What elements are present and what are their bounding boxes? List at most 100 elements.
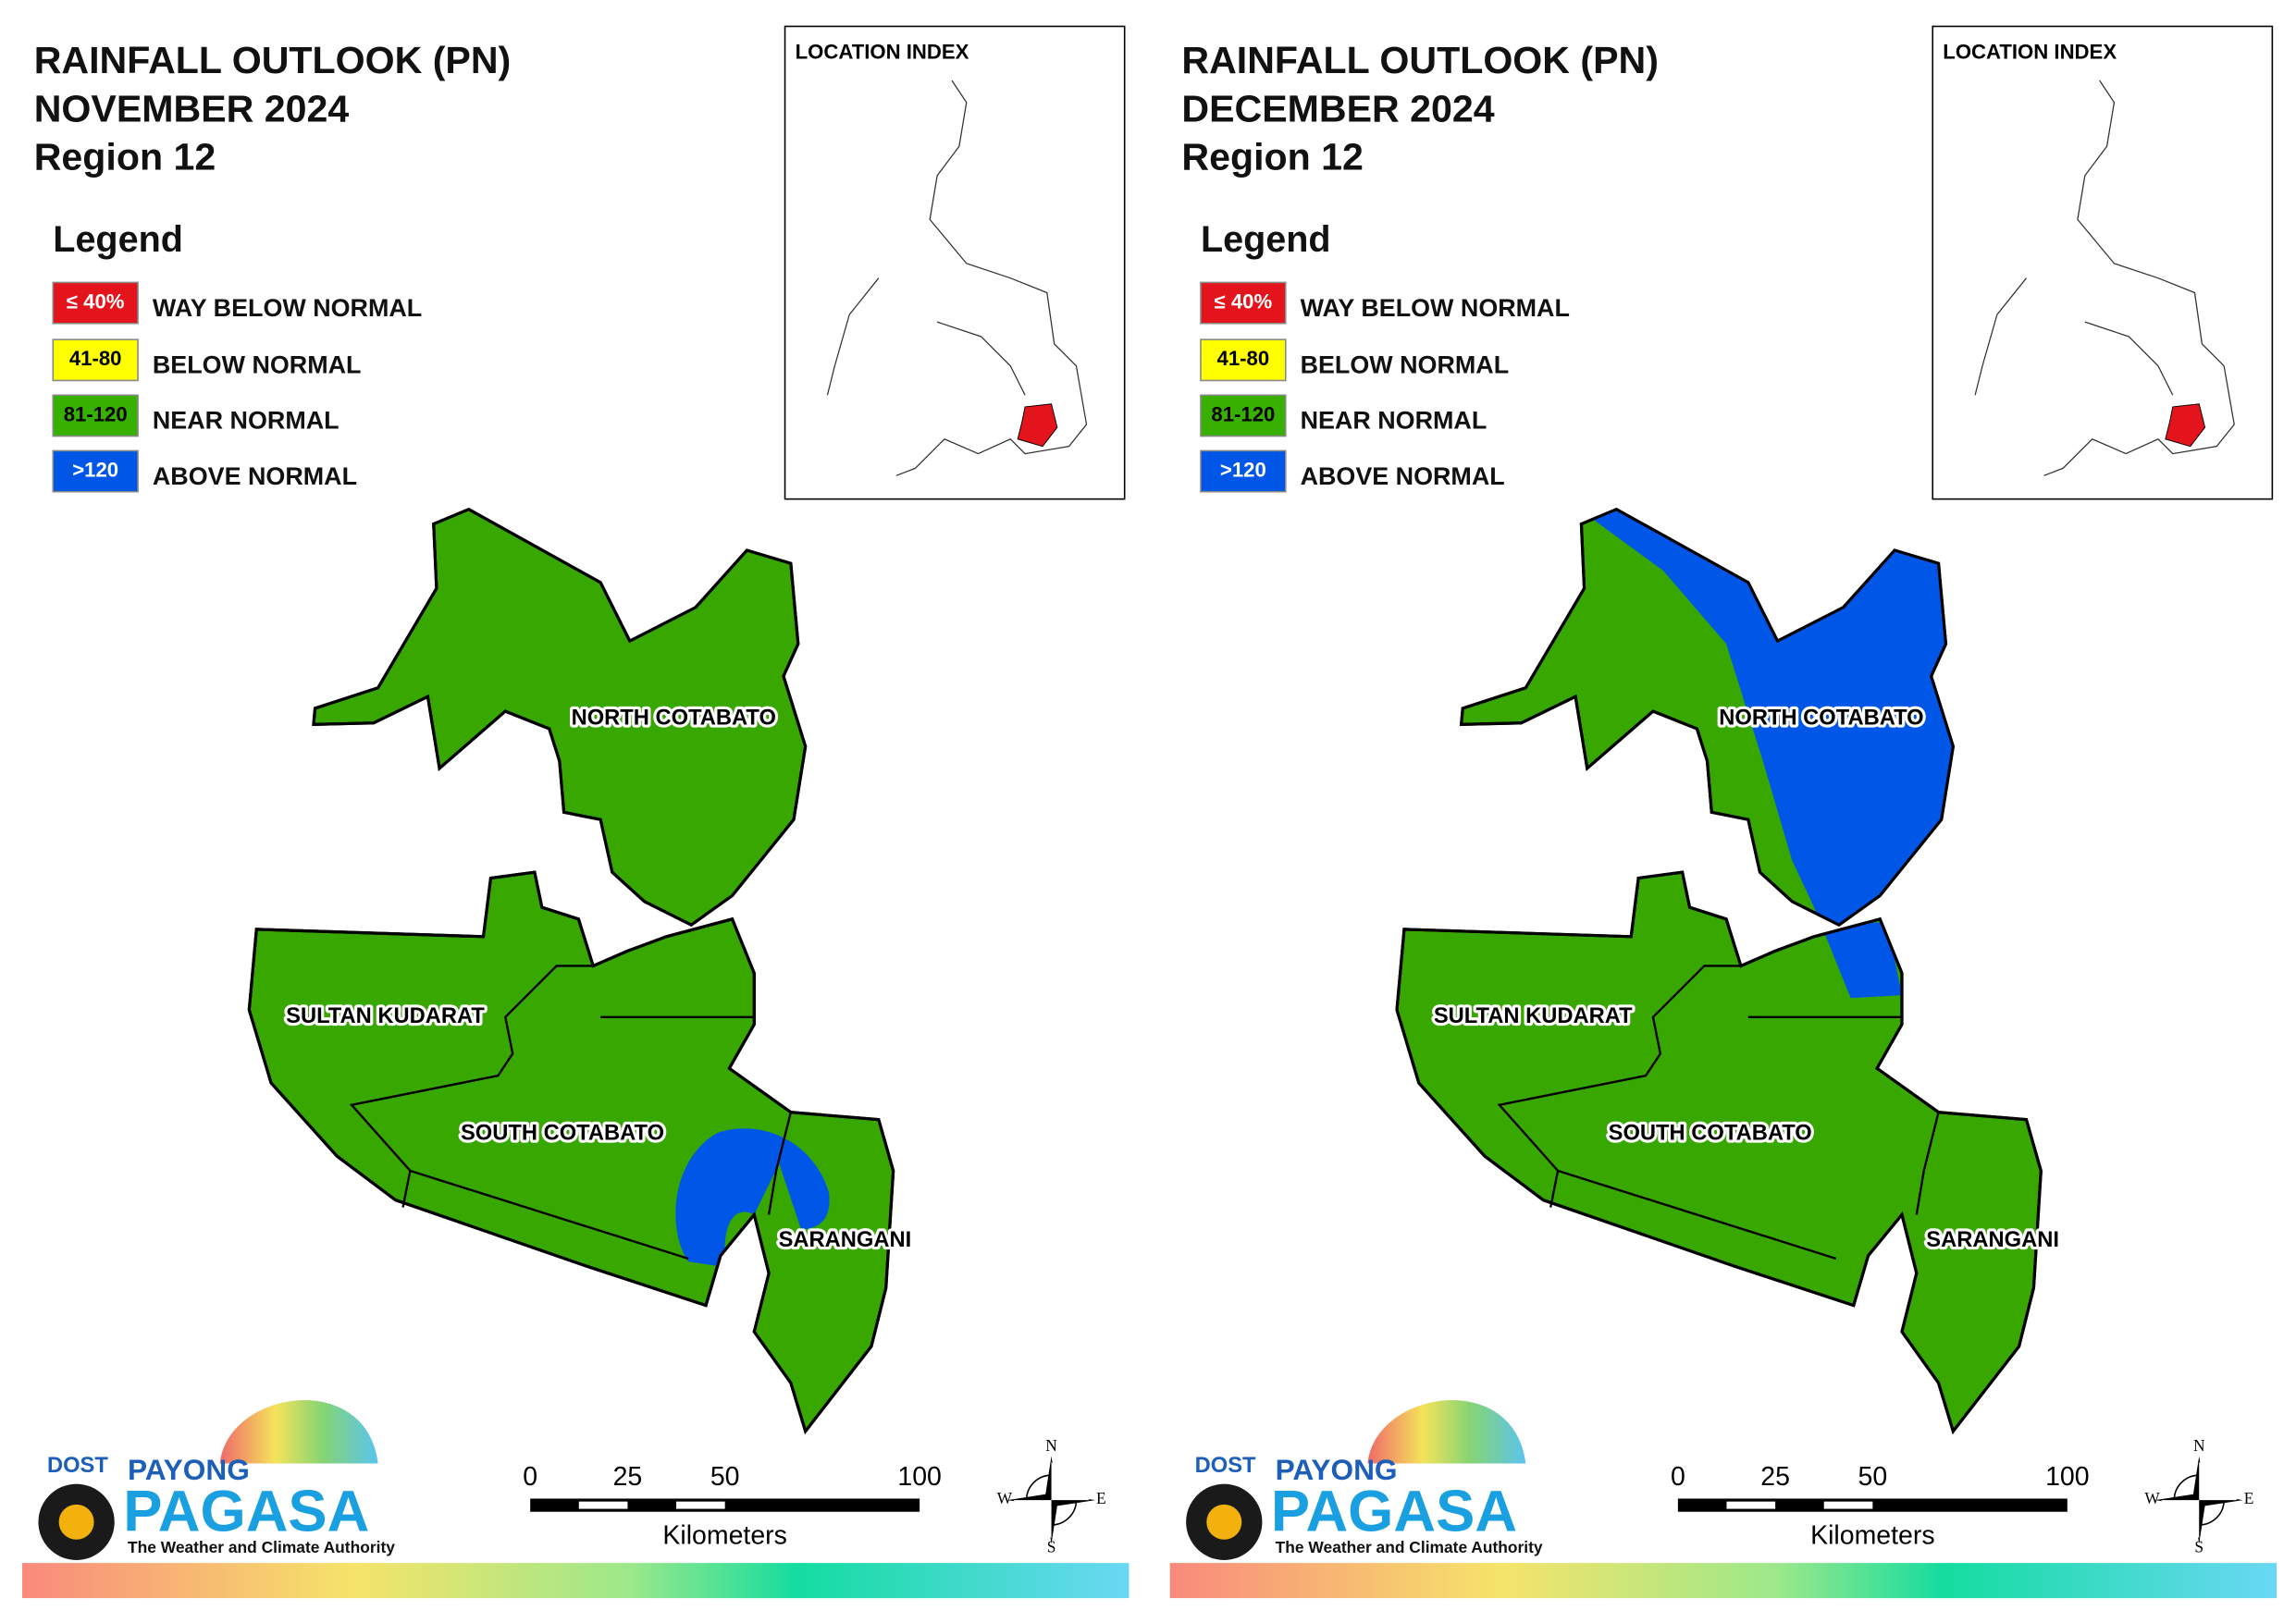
scale-tick-label: 50 [1858, 1462, 1888, 1492]
scale-bar-segment [1823, 1501, 1873, 1509]
outline [1459, 507, 1956, 927]
legend-swatch [1200, 281, 1287, 325]
logo-brand-top: PAYONG [128, 1453, 250, 1486]
province-label: SOUTH COTABATO [1609, 1122, 1812, 1146]
title-line: Region 12 [1181, 136, 1364, 178]
title-line: Region 12 [34, 136, 216, 178]
compass-star-inner [2161, 1461, 2238, 1539]
scale-tick-label: 25 [1760, 1462, 1790, 1492]
scale-tick-label: 0 [523, 1462, 537, 1492]
province-boundary [349, 965, 594, 1208]
inset-highlight [2165, 403, 2206, 448]
location-index-frame [1932, 25, 2274, 500]
legend-swatch-text: >120 [1220, 458, 1266, 481]
province-boundary [1915, 1112, 1940, 1215]
scale-tick-label: 25 [613, 1462, 643, 1492]
compass-star-inner [1013, 1461, 1090, 1539]
legend-swatch [1200, 449, 1287, 493]
province-label: NORTH COTABATO [1719, 706, 1923, 730]
legend-swatch [52, 449, 139, 493]
province-label: SARANGANI [1926, 1228, 2059, 1252]
province-boundary [767, 1112, 793, 1215]
legend-swatch-text: 81-120 [1211, 402, 1275, 425]
logo-agency: DOST [47, 1454, 108, 1478]
legend-swatch-text: ≤ 40% [1215, 289, 1273, 313]
legend-swatch [52, 394, 139, 437]
legend-label: WAY BELOW NORMAL [1301, 294, 1570, 322]
compass-letter: N [1045, 1436, 1057, 1455]
province-boundary [1557, 1169, 1837, 1260]
logo-agency: DOST [1195, 1454, 1256, 1478]
region-map [247, 507, 895, 1435]
title-line: DECEMBER 2024 [1181, 87, 1494, 129]
location-index-frame [784, 25, 1126, 500]
logo-brand: PAGASA [1271, 1479, 1517, 1543]
province-label: NORTH COTABATO [572, 706, 776, 730]
province-label: SOUTH COTABATO [461, 1122, 664, 1146]
outline [247, 870, 895, 1435]
legend-swatch-text: 41-80 [1217, 347, 1270, 370]
outline [1395, 870, 2043, 1435]
province-label: SULTAN KUDARAT [286, 1004, 485, 1028]
legend-swatch-text: >120 [72, 458, 118, 481]
inset-highlight [1017, 403, 1058, 448]
compass-letter: N [2193, 1436, 2205, 1455]
legend-label: ABOVE NORMAL [1301, 462, 1505, 490]
legend-label: ABOVE NORMAL [153, 462, 357, 490]
above-normal-area [1586, 509, 1954, 999]
scale-bar-segment [676, 1501, 725, 1509]
compass-letter: S [2194, 1537, 2203, 1555]
scale-unit: Kilometers [662, 1521, 786, 1551]
legend-title: Legend [1201, 219, 1331, 260]
scale-bar-segment [1726, 1501, 1776, 1509]
legend-swatch [1200, 394, 1287, 437]
logo-seal-inner [58, 1504, 94, 1540]
logo-brand-top: PAYONG [1276, 1453, 1398, 1486]
inset-map [826, 80, 1088, 476]
title-line: RAINFALL OUTLOOK (PN) [34, 39, 512, 81]
color-band [1169, 1563, 2277, 1599]
legend-title: Legend [53, 219, 183, 260]
outline [312, 507, 808, 927]
title-line: NOVEMBER 2024 [34, 87, 350, 129]
scale-tick-label: 100 [2045, 1462, 2090, 1492]
location-index-label: LOCATION INDEX [796, 40, 969, 63]
title-line: RAINFALL OUTLOOK (PN) [1181, 39, 1659, 81]
panel: RAINFALL OUTLOOK (PN) NOVEMBER 2024 Region… [22, 25, 1129, 1599]
legend-swatch [52, 281, 139, 325]
scale-bar-segment [578, 1501, 628, 1509]
legend-label: NEAR NORMAL [153, 407, 339, 435]
province-label: SULTAN KUDARAT [1434, 1004, 1633, 1028]
scale-tick-label: 100 [897, 1462, 942, 1492]
location-index-label: LOCATION INDEX [1943, 40, 2117, 63]
inset-map [1974, 80, 2235, 476]
scale-unit: Kilometers [1810, 1521, 1934, 1551]
legend-label: NEAR NORMAL [1301, 407, 1487, 435]
legend-swatch [52, 338, 139, 382]
legend-label: BELOW NORMAL [1301, 351, 1510, 379]
logo-tagline: The Weather and Climate Authority [1276, 1538, 1543, 1556]
province-label: SARANGANI [779, 1228, 912, 1252]
logo-seal-inner [1206, 1504, 1242, 1540]
province-boundary [410, 1169, 689, 1260]
scale-tick-label: 0 [1671, 1462, 1685, 1492]
province-area [1395, 870, 2043, 1435]
compass-letter: S [1047, 1537, 1056, 1555]
legend-label: WAY BELOW NORMAL [153, 294, 422, 322]
logo-brand: PAGASA [123, 1479, 369, 1543]
compass-letter: W [2144, 1489, 2160, 1507]
above-normal-area [675, 1128, 830, 1268]
legend-swatch-text: 81-120 [64, 402, 128, 425]
compass-letter: E [2244, 1489, 2254, 1507]
color-band [22, 1563, 1129, 1599]
legend-swatch-text: ≤ 40% [67, 289, 125, 313]
compass-letter: E [1096, 1489, 1106, 1507]
province-boundary [1497, 965, 1741, 1208]
compass-letter: W [997, 1489, 1013, 1507]
region-map [1395, 507, 2043, 1435]
logo-umbrella [1367, 1399, 1526, 1464]
logo-umbrella [219, 1399, 378, 1464]
legend-swatch [1200, 338, 1287, 382]
legend-swatch-text: 41-80 [69, 347, 122, 370]
